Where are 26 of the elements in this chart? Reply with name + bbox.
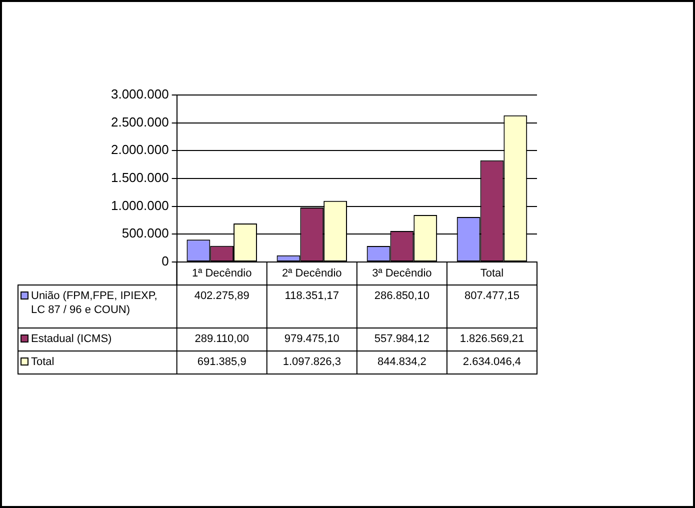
legend-label: União (FPM,FPE, IPIEXP, LC 87 / 96 e COUN) [31,290,158,316]
data-label: 844.834,2 [377,356,426,368]
x-tick-label: 2ª Decêndio [282,268,342,280]
data-label: 289.110,00 [194,333,249,346]
legend-label: Estadual (ICMS) [31,333,112,346]
x-tick-label: Total [480,268,504,280]
data-label: 979.475,10 [284,333,340,346]
data-label: 118.351,17 [284,290,340,302]
data-label: 691.385,9 [197,356,246,368]
legend-label: Total [31,356,54,368]
data-label: 1.097.826,3 [282,356,341,368]
data-label: 2.634.046,4 [462,356,522,368]
data-label: 286.850,10 [374,290,430,302]
data-label: 402.275,89 [194,290,250,302]
data-label: 557.984,12 [374,333,430,346]
y-tick-label: 3.000.000 [110,86,169,102]
data-label: 1.826.569,21 [460,333,524,346]
y-tick-label: 1.000.000 [110,198,169,213]
y-tick-label: 0 [162,254,169,269]
y-tick-label: 2.000.000 [110,142,169,158]
data-label: 807.477,15 [464,290,520,302]
x-tick-label: 1ª Decêndio [192,268,252,280]
x-tick-label: 3ª Decêndio [372,268,432,280]
y-tick-label: 1.500.000 [110,170,169,186]
y-tick-label: 2.500.000 [110,114,169,130]
y-tick-label: 500.000 [122,226,169,241]
